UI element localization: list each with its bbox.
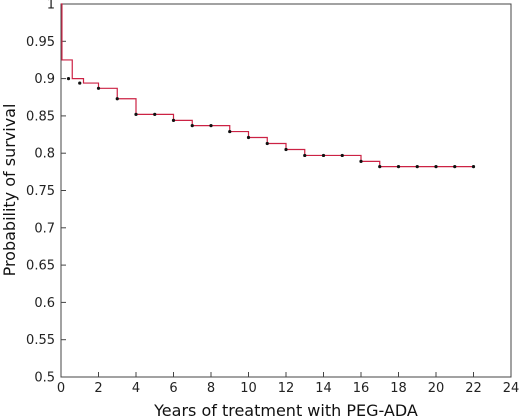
y-tick-label: 0.9 [34, 72, 55, 87]
censor-marker [209, 123, 213, 128]
x-tick-label: 18 [390, 381, 407, 396]
censor-marker [153, 112, 157, 117]
censor-marker [228, 129, 232, 134]
x-tick-label: 22 [465, 381, 482, 396]
censor-marker [265, 141, 269, 146]
censor-marker [66, 77, 71, 81]
y-tick-label: 0.6 [34, 296, 55, 311]
censor-marker [303, 153, 307, 158]
x-axis: 0 2 4 6 8 10 12 14 16 18 20 22 24 [57, 372, 519, 396]
censor-marker [396, 165, 401, 169]
y-axis-title: Probability of survival [0, 104, 19, 277]
x-axis-title: Years of treatment with PEG-ADA [153, 401, 418, 419]
plot-frame [60, 3, 512, 378]
x-tick-label: 16 [353, 381, 370, 396]
censor-marker [415, 165, 419, 169]
censor-marker [115, 97, 119, 101]
censor-marker [78, 81, 82, 85]
censor-markers [66, 77, 476, 169]
y-tick-label: 0.8 [34, 147, 55, 162]
x-tick-label: 0 [57, 381, 65, 396]
censor-marker [96, 86, 101, 90]
x-tick-label: 10 [240, 381, 257, 396]
x-tick-label: 8 [207, 381, 215, 396]
y-tick-label: 1 [47, 0, 55, 13]
y-tick-label: 0.5 [34, 371, 55, 386]
y-axis: 0.5 0.55 0.6 0.65 0.7 0.75 0.8 0.85 0.9 0.95 1 [26, 0, 66, 386]
censor-marker [321, 153, 326, 158]
x-tick-label: 4 [132, 381, 140, 396]
censor-marker [453, 165, 457, 169]
y-tick-label: 0.85 [26, 109, 55, 124]
x-tick-label: 6 [169, 381, 177, 396]
x-tick-label: 2 [94, 381, 102, 396]
censor-marker [378, 165, 382, 169]
censor-marker [190, 123, 194, 128]
censor-marker [284, 147, 288, 152]
y-tick-label: 0.55 [26, 333, 55, 348]
y-tick-label: 0.75 [26, 184, 55, 199]
x-tick-label: 12 [278, 381, 295, 396]
x-tick-label: 14 [315, 381, 332, 396]
y-tick-label: 0.95 [26, 35, 55, 50]
x-tick-label: 20 [428, 381, 445, 396]
x-tick-label: 24 [503, 381, 520, 396]
censor-marker [246, 135, 251, 140]
censor-marker [171, 118, 176, 122]
censor-marker [434, 165, 438, 169]
censor-marker [134, 112, 138, 117]
censor-marker [340, 153, 344, 158]
y-tick-label: 0.7 [34, 221, 55, 236]
censor-marker [471, 165, 476, 169]
censor-marker [359, 159, 363, 164]
y-tick-label: 0.65 [26, 259, 55, 274]
